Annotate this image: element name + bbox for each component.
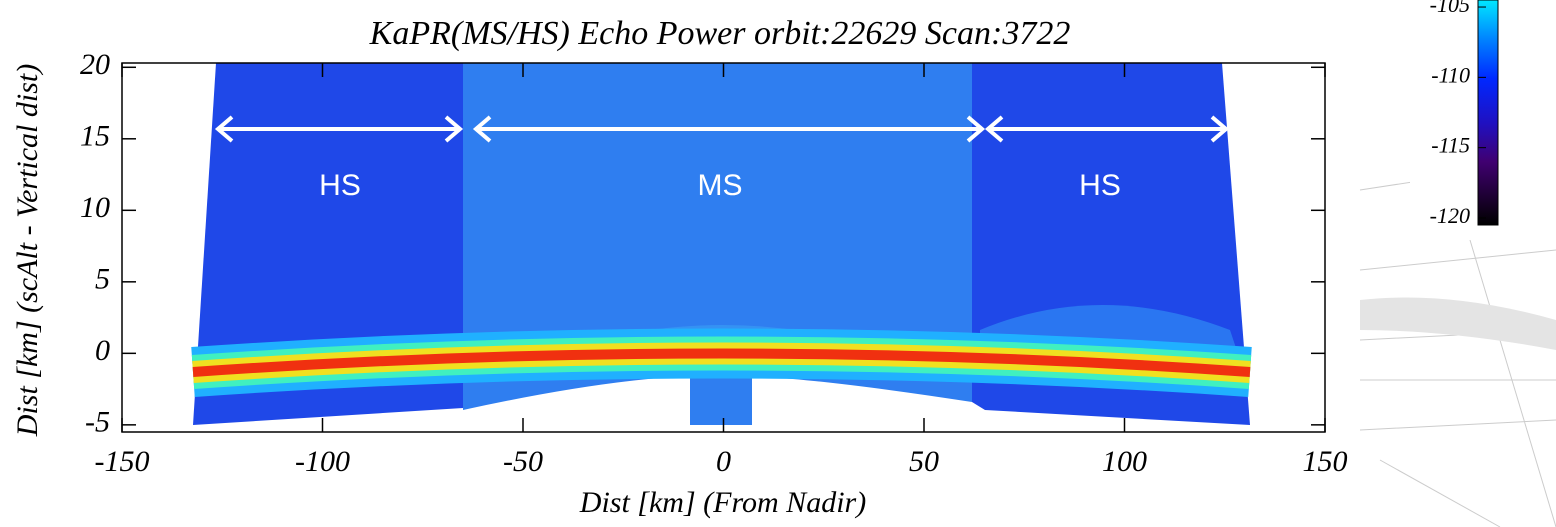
x-axis-label: Dist [km] (From Nadir) — [579, 486, 866, 519]
x-tick-label: -50 — [503, 445, 543, 478]
annotation: HS — [319, 169, 361, 202]
y-tick-label: 20 — [80, 48, 110, 81]
annotation: HS — [1079, 169, 1121, 202]
x-tick-label: 0 — [716, 445, 731, 478]
x-tick-label: -100 — [295, 445, 350, 478]
colorbar-tick-label: -115 — [1431, 133, 1470, 158]
y-axis-label: Dist [km] (scAlt - Vertical dist) — [11, 64, 44, 437]
x-tick-label: -150 — [95, 445, 150, 478]
colorbar — [1477, 0, 1499, 226]
annotation: MS — [698, 169, 743, 202]
x-tick-label: 100 — [1102, 445, 1147, 478]
colorbar-tick-label: -120 — [1430, 203, 1470, 228]
colorbar-tick-label: -110 — [1431, 62, 1470, 87]
chart-title: KaPR(MS/HS) Echo Power orbit:22629 Scan:… — [369, 15, 1071, 52]
y-tick-label: 0 — [95, 334, 110, 367]
y-tick-label: 15 — [80, 120, 110, 153]
swath-arrows — [214, 115, 1230, 143]
y-tick-label: 5 — [95, 263, 110, 296]
y-tick-label: -5 — [85, 406, 110, 439]
heatmap — [191, 63, 1252, 425]
x-tick-label: 150 — [1303, 445, 1348, 478]
x-tick-label: 50 — [909, 445, 939, 478]
y-tick-label: 10 — [80, 191, 110, 224]
colorbar-tick-label: -105 — [1430, 0, 1470, 17]
